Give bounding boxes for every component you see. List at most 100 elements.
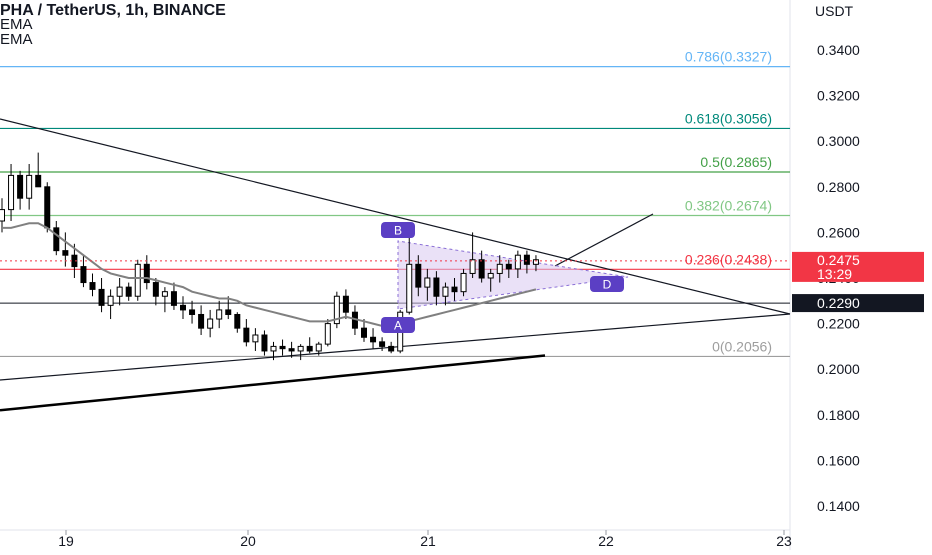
candle-body[interactable] <box>478 259 485 279</box>
candle-body[interactable] <box>451 286 458 293</box>
time-axis-tick: 23 <box>776 533 792 549</box>
pattern-point-label-A: A <box>394 319 402 333</box>
candle-body[interactable] <box>306 345 313 352</box>
candle-body[interactable] <box>26 174 33 199</box>
candle-body[interactable] <box>252 334 259 343</box>
pattern-point-badge[interactable] <box>381 222 415 238</box>
candle-body[interactable] <box>279 345 286 350</box>
candle-body[interactable] <box>89 282 96 290</box>
candle-body[interactable] <box>62 250 69 256</box>
support-price-value: 0.2290 <box>817 295 860 311</box>
candle-body[interactable] <box>198 313 205 329</box>
candle-body[interactable] <box>379 341 386 347</box>
price-axis-tick: 0.2000 <box>817 361 860 377</box>
price-axis-tick: 0.1400 <box>817 498 860 514</box>
candle-body[interactable] <box>80 266 87 284</box>
candle-body[interactable] <box>44 186 51 229</box>
candle-body[interactable] <box>460 272 467 293</box>
indicator-ema-2[interactable]: EMA <box>0 31 33 48</box>
price-axis-tick: 0.2200 <box>817 316 860 332</box>
price-axis-tick: 0.3000 <box>817 133 860 149</box>
time-axis-tick: 22 <box>598 533 614 549</box>
time-axis-tick: 19 <box>58 533 74 549</box>
candle-body[interactable] <box>0 209 5 222</box>
price-axis-tick: 0.1600 <box>817 452 860 468</box>
fib-level-label: 0.786(0.3327) <box>685 49 772 65</box>
candle-body[interactable] <box>288 348 295 352</box>
candle-body[interactable] <box>270 345 277 352</box>
candle-body[interactable] <box>442 286 449 297</box>
price-axis-tick: 0.2600 <box>817 224 860 240</box>
candle-body[interactable] <box>487 272 494 279</box>
fib-level-label: 0(0.2056) <box>712 338 772 354</box>
candle-body[interactable] <box>225 309 232 315</box>
candle-body[interactable] <box>342 295 349 313</box>
support-price-badge[interactable] <box>792 294 924 313</box>
candle-body[interactable] <box>315 343 322 352</box>
candle-body[interactable] <box>496 263 503 274</box>
candle-body[interactable] <box>388 345 395 352</box>
candle-body[interactable] <box>161 291 168 297</box>
candle-body[interactable] <box>415 263 422 288</box>
candle-body[interactable] <box>189 309 196 315</box>
candle-body[interactable] <box>514 254 521 270</box>
chart-title[interactable]: PHA / TetherUS, 1h, BINANCE <box>0 2 226 19</box>
candle-body[interactable] <box>17 174 24 199</box>
candle-body[interactable] <box>532 259 539 265</box>
candle-body[interactable] <box>216 309 223 320</box>
candle-body[interactable] <box>433 277 440 297</box>
candle-body[interactable] <box>152 282 159 297</box>
candle-body[interactable] <box>207 318 214 329</box>
breakout-projection-line[interactable] <box>554 213 654 267</box>
candle-body[interactable] <box>406 263 413 313</box>
ascending-trendline[interactable] <box>0 313 791 381</box>
fib-level-label: 0.236(0.2438) <box>685 251 772 267</box>
candle-body[interactable] <box>361 327 367 338</box>
candle-body[interactable] <box>370 336 377 343</box>
candle-body[interactable] <box>35 174 42 188</box>
current-price-badge[interactable] <box>792 251 924 282</box>
fib-level-label: 0.5(0.2865) <box>700 154 772 170</box>
candle-body[interactable] <box>170 291 177 306</box>
price-axis-tick: 0.3200 <box>817 88 860 104</box>
candle-body[interactable] <box>234 313 241 329</box>
fib-level-label: 0.382(0.2674) <box>685 198 772 214</box>
ema-slow-line[interactable] <box>0 354 546 412</box>
candle-body[interactable] <box>98 288 105 306</box>
candle-body[interactable] <box>116 286 123 297</box>
candle-body[interactable] <box>134 263 141 297</box>
time-axis-tick: 20 <box>240 533 256 549</box>
price-axis-currency: USDT <box>815 3 854 19</box>
pattern-point-badge[interactable] <box>381 317 415 333</box>
indicator-ema-1[interactable]: EMA <box>0 16 33 33</box>
pattern-point-badge[interactable] <box>590 276 624 292</box>
time-axis-tick: 21 <box>420 533 436 549</box>
candle-body[interactable] <box>107 295 114 306</box>
candle-body[interactable] <box>333 295 340 325</box>
price-axis-tick: 0.3400 <box>817 42 860 58</box>
candle-countdown: 13:29 <box>817 266 852 282</box>
candle-body[interactable] <box>469 259 476 274</box>
price-axis-tick: 0.2800 <box>817 179 860 195</box>
candle-body[interactable] <box>261 334 268 352</box>
candle-body[interactable] <box>180 304 186 311</box>
candle-body[interactable] <box>505 263 512 270</box>
price-axis-tick: 0.1800 <box>817 407 860 423</box>
candle-body[interactable] <box>53 227 60 252</box>
harmonic-pattern-area[interactable] <box>397 240 629 310</box>
pattern-point-label-D: D <box>603 278 612 292</box>
candle-body[interactable] <box>243 327 250 343</box>
candle-body[interactable] <box>297 345 304 352</box>
fib-level-label: 0.618(0.3056) <box>685 110 772 126</box>
pattern-point-label-B: B <box>394 224 402 238</box>
candle-body[interactable] <box>523 254 530 265</box>
descending-trendline[interactable] <box>0 118 791 315</box>
candle-body[interactable] <box>424 277 431 288</box>
candle-body[interactable] <box>143 263 150 284</box>
candle-body[interactable] <box>324 323 331 345</box>
current-price-value: 0.2475 <box>817 252 860 268</box>
candle-body[interactable] <box>125 286 132 297</box>
candle-body[interactable] <box>8 174 15 211</box>
